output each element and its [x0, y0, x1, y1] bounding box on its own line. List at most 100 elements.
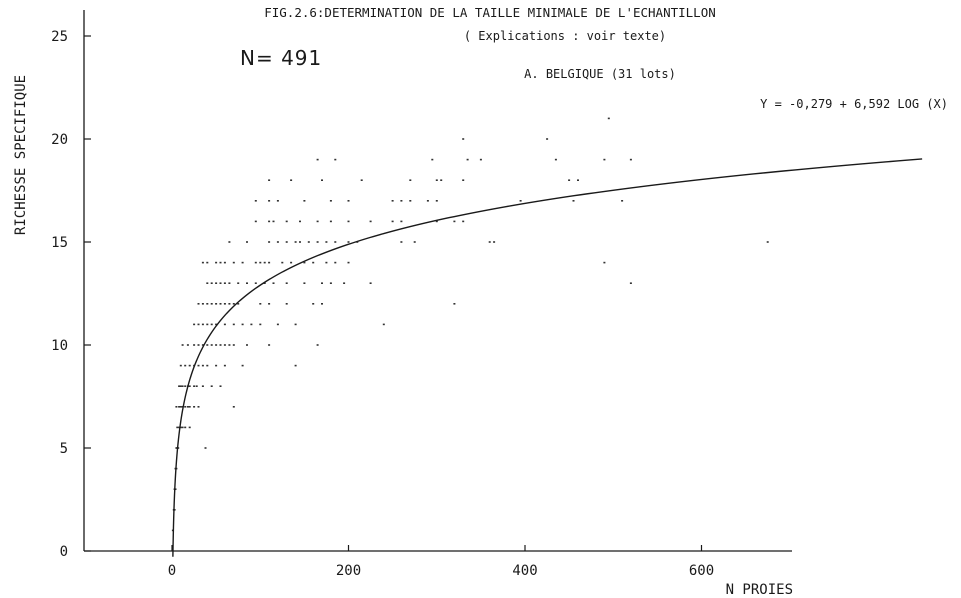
- data-point: [215, 303, 218, 305]
- data-point: [181, 385, 184, 387]
- data-point: [272, 282, 275, 284]
- data-point: [453, 303, 456, 305]
- data-point: [629, 282, 632, 284]
- data-point: [400, 241, 403, 243]
- data-point: [259, 261, 262, 264]
- data-point: [188, 426, 191, 429]
- y-tick-label: 15: [51, 235, 68, 251]
- data-point: [232, 323, 235, 326]
- data-point: [201, 261, 204, 264]
- data-point: [254, 220, 257, 223]
- data-point: [440, 179, 443, 181]
- data-point: [462, 220, 465, 223]
- data-point: [215, 364, 218, 367]
- data-point: [254, 282, 257, 284]
- data-point: [232, 344, 235, 346]
- data-point: [223, 344, 226, 346]
- data-point: [186, 344, 189, 346]
- data-point: [223, 323, 226, 326]
- data-point: [572, 200, 575, 202]
- data-point: [201, 323, 204, 326]
- data-point: [176, 426, 179, 429]
- data-point: [179, 426, 182, 429]
- data-point: [197, 344, 200, 346]
- data-point: [312, 303, 315, 305]
- data-point: [329, 282, 332, 284]
- chart-subtitle: ( Explications : voir texte): [464, 29, 666, 43]
- data-point: [223, 303, 226, 305]
- data-point: [285, 241, 288, 243]
- x-tick-label: 0: [168, 563, 176, 579]
- region-label: A. BELGIQUE (31 lots): [524, 67, 676, 81]
- data-point: [232, 406, 235, 408]
- data-point: [453, 220, 456, 223]
- data-point: [184, 406, 187, 408]
- data-point: [201, 344, 204, 346]
- data-point: [334, 241, 337, 243]
- data-point: [179, 385, 182, 387]
- data-point: [268, 344, 271, 346]
- data-point: [435, 220, 438, 223]
- data-point: [334, 158, 337, 161]
- data-point: [179, 406, 182, 408]
- data-point: [303, 261, 306, 264]
- data-point: [219, 344, 222, 346]
- data-point: [174, 488, 177, 490]
- data-point: [462, 179, 465, 181]
- data-point: [272, 220, 275, 223]
- data-point: [246, 282, 248, 284]
- data-point: [204, 447, 207, 449]
- fit-curve: [172, 158, 923, 557]
- data-point: [299, 241, 301, 243]
- data-point: [316, 220, 319, 223]
- data-point: [215, 261, 218, 264]
- data-point: [206, 303, 209, 305]
- data-point: [268, 241, 271, 243]
- data-point: [360, 179, 363, 181]
- data-points: [171, 117, 769, 532]
- data-point: [241, 261, 244, 264]
- y-tick-label: 0: [60, 544, 68, 560]
- data-point: [329, 220, 332, 223]
- data-point: [254, 261, 257, 264]
- data-point: [241, 323, 244, 326]
- data-point: [568, 179, 571, 181]
- data-point: [316, 344, 319, 346]
- data-point: [347, 200, 350, 202]
- data-point: [263, 261, 266, 264]
- y-tick-label: 5: [60, 441, 68, 457]
- data-point: [197, 323, 200, 326]
- data-point: [215, 323, 218, 326]
- data-point: [369, 220, 372, 223]
- x-tick-label: 200: [336, 563, 361, 579]
- data-point: [178, 406, 181, 408]
- data-point: [232, 303, 235, 305]
- data-point: [577, 179, 579, 181]
- data-point: [206, 344, 209, 346]
- data-point: [435, 200, 438, 202]
- data-point: [347, 261, 350, 264]
- data-point: [178, 426, 181, 429]
- data-point: [325, 241, 328, 243]
- data-point: [312, 261, 315, 264]
- data-point: [246, 344, 248, 346]
- data-point: [219, 282, 222, 284]
- equation-label: Y = -0,279 + 6,592 LOG (X): [760, 97, 948, 111]
- data-point: [268, 303, 271, 305]
- data-point: [228, 303, 231, 305]
- data-point: [462, 138, 465, 140]
- data-point: [290, 261, 293, 264]
- data-point: [321, 303, 323, 305]
- data-point: [223, 261, 226, 264]
- data-point: [281, 261, 284, 264]
- data-point: [210, 323, 213, 326]
- data-point: [347, 241, 350, 243]
- data-point: [347, 220, 350, 223]
- data-point: [603, 158, 606, 161]
- data-point: [519, 200, 522, 202]
- data-point: [285, 220, 288, 223]
- chart-title: FIG.2.6:DETERMINATION DE LA TAILLE MINIM…: [264, 5, 716, 20]
- data-point: [400, 200, 403, 202]
- data-point: [228, 344, 231, 346]
